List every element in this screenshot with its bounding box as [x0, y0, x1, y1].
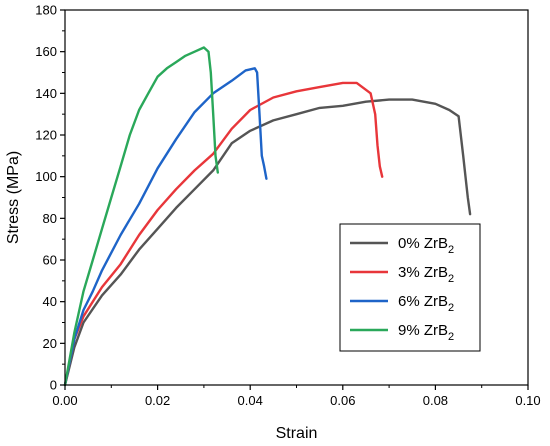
- plot-curves: [63, 46, 472, 387]
- y-tick-label: 20: [43, 336, 57, 351]
- y-tick-label: 40: [43, 294, 57, 309]
- x-tick-label: 0.02: [145, 393, 170, 408]
- series-line-3: [63, 46, 220, 387]
- x-tick-label: 0.06: [330, 393, 355, 408]
- axis-ticks: 0.00 0.02 0.04 0.06 0.08 0.10 0 20 40 60 80 100 120 1…: [35, 3, 540, 409]
- y-tick-label: 60: [43, 253, 57, 268]
- x-tick-label: 0.00: [52, 393, 77, 408]
- legend-label-3: 9% ZrB2: [398, 322, 454, 343]
- y-tick-label: 100: [35, 169, 57, 184]
- series-line-2: [63, 67, 268, 387]
- y-axis-label: Stress (MPa): [5, 151, 22, 244]
- legend-label-0: 0% ZrB2: [398, 235, 454, 256]
- legend: 0% ZrB2 3% ZrB2 6% ZrB2 9% ZrB2: [339, 223, 481, 352]
- y-tick-label: 140: [35, 86, 57, 101]
- x-tick-label: 0.04: [238, 393, 263, 408]
- y-tick-label: 160: [35, 44, 57, 59]
- x-tick-label: 0.08: [423, 393, 448, 408]
- series-line-1: [63, 81, 384, 387]
- y-tick-label: 0: [50, 378, 57, 393]
- legend-label-1: 3% ZrB2: [398, 264, 454, 285]
- y-tick-label: 80: [43, 211, 57, 226]
- y-tick-label: 120: [35, 128, 57, 143]
- legend-label-2: 6% ZrB2: [398, 293, 454, 314]
- x-tick-label: 0.10: [515, 393, 540, 408]
- y-tick-label: 180: [35, 3, 57, 18]
- series-line-0: [63, 98, 472, 387]
- x-axis-label: Strain: [276, 425, 318, 442]
